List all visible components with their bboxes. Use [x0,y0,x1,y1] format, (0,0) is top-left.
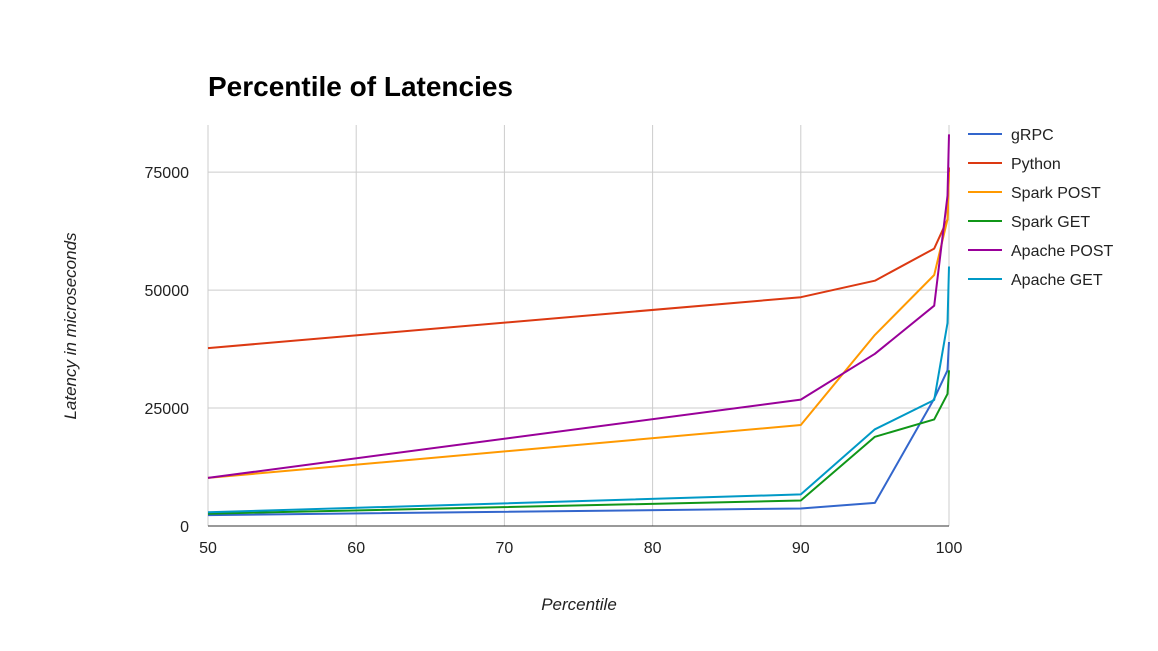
series-line-grpc [207,341,950,517]
x-tick-label: 50 [199,540,217,557]
series-line-spark-post [207,172,950,479]
x-tick-label: 70 [496,540,514,557]
legend-label: Spark POST [1011,185,1101,202]
series-line-python [207,167,950,350]
legend-label: Apache POST [1011,243,1114,260]
series-line-apache-post [207,134,950,479]
x-tick-label: 60 [347,540,365,557]
grid [207,125,950,527]
y-tick-labels: 0 25000 50000 75000 [145,165,190,536]
y-tick-label: 25000 [145,401,190,418]
x-axis-title: Percentile [541,595,617,614]
x-tick-labels: 50 60 70 80 90 100 [199,540,962,557]
legend-label: gRPC [1011,127,1054,144]
y-tick-label: 0 [180,519,189,536]
legend: gRPC Python Spark POST Spark GET Apache POST… [968,127,1114,289]
legend-label: Python [1011,156,1061,173]
x-tick-label: 90 [792,540,810,557]
x-tick-label: 80 [644,540,662,557]
legend-label: Spark GET [1011,214,1090,231]
y-tick-label: 75000 [145,165,190,182]
x-tick-label: 100 [936,540,963,557]
y-axis-title: Latency in microseconds [61,232,80,420]
series-line-spark-get [207,370,950,515]
series-lines [207,134,950,517]
series-line-apache-get [207,266,950,514]
chart-title: Percentile of Latencies [208,71,513,102]
legend-label: Apache GET [1011,272,1103,289]
y-tick-label: 50000 [145,283,190,300]
